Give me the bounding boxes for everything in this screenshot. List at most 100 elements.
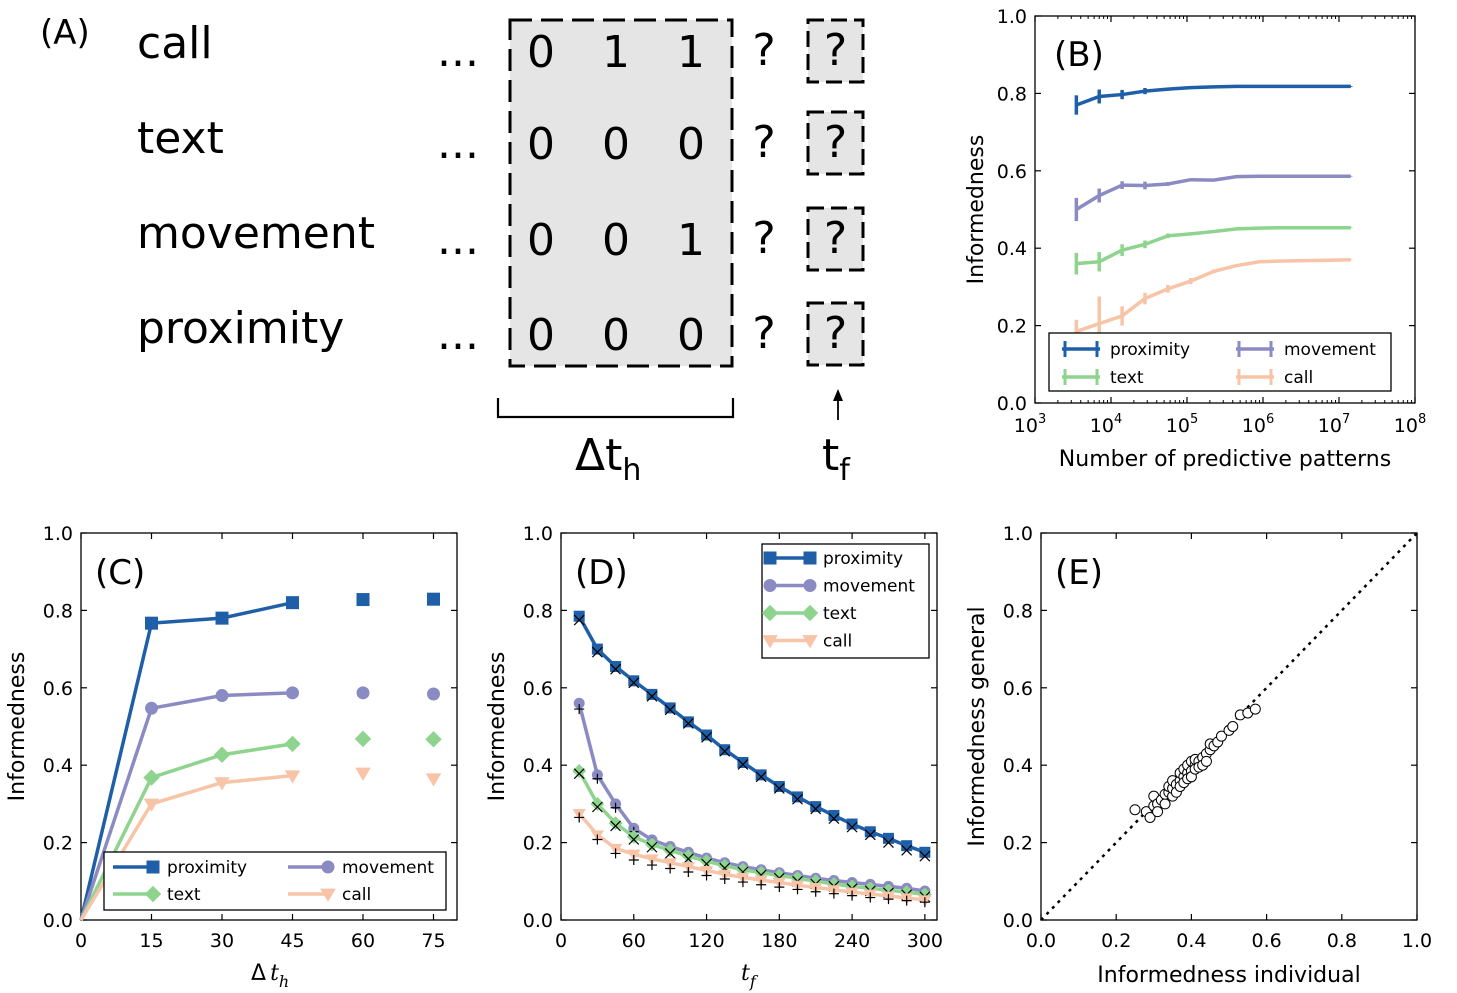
future-cell-question: ? (824, 117, 847, 168)
panel-d-xtick-label: 240 (834, 930, 870, 952)
panel-b-xtick-label: 105 (1166, 412, 1198, 437)
future-cell-question: ? (824, 213, 847, 264)
panel-d-overlay-proximity (701, 731, 712, 743)
panel-a-label: (A) (40, 13, 90, 53)
future-time-sub: f (839, 453, 851, 488)
panel-d-overlay-text (610, 820, 622, 832)
panel-d-overlay-proximity (737, 759, 749, 770)
panel-b-ytick-label: 0.4 (997, 238, 1027, 260)
panel-d-overlay-proximity (773, 782, 785, 794)
panel-d-xtick-label: 180 (761, 930, 797, 952)
panel-d-overlay-text (628, 834, 640, 845)
panel-c-point-text (143, 769, 160, 786)
panel-c-point-proximity (286, 596, 299, 610)
history-window-label: Δth (575, 430, 641, 488)
panel-c-ytick-label: 0.4 (43, 755, 73, 777)
panel-e-xtick-label: 0.2 (1101, 930, 1131, 952)
panel-d-overlay-proximity (591, 646, 603, 658)
panel-d-overlay-proximity (719, 745, 731, 757)
panel-d-overlay-proximity (682, 717, 694, 729)
panel-c-legend-marker-call (320, 888, 336, 902)
panel-d-point-proximity (610, 661, 622, 673)
panel-d-legend-label-proximity: proximity (823, 549, 903, 569)
panel-e-chart: 0.0 0.2 0.4 0.6 0.8 1.0 0.0 0.2 0.4 0.6 0.8 1.0 Info… (965, 523, 1432, 988)
panel-e-frame (1040, 532, 1418, 921)
future-cell-box (806, 206, 865, 272)
future-cell-box (806, 110, 865, 176)
panel-d-point-proximity (573, 610, 585, 622)
panel-e-ytick-label: 0.0 (1003, 910, 1033, 932)
panel-d-overlay-proximity (828, 813, 840, 825)
panel-d-overlay-movement (592, 773, 603, 784)
panel-c-legend (103, 851, 447, 911)
panel-d-xtick-label: 0 (555, 930, 567, 952)
panel-e-ytick-label: 0.6 (1003, 678, 1033, 700)
panel-d-point-proximity (755, 769, 767, 781)
panel-d-point-call (645, 854, 659, 866)
panel-e-point (1129, 804, 1141, 816)
panel-c-point-call (214, 777, 230, 791)
panel-d-xtick-label: 120 (688, 930, 724, 952)
panel-c-point-proximity (145, 616, 158, 630)
panel-d-overlay-proximity (646, 690, 658, 702)
panel-b-ytick-label: 1.0 (997, 6, 1027, 28)
panel-d-overlay-proximity (610, 663, 622, 675)
panel-e-label: (E) (1055, 553, 1103, 593)
panel-d-point-proximity (901, 840, 913, 852)
row-name-proximity: proximity (137, 303, 344, 354)
panel-d-point-proximity (664, 702, 676, 714)
future-arrow-head (833, 389, 843, 401)
row-question-mark: ? (752, 213, 775, 264)
panel-c-legend-label-call: call (342, 885, 371, 905)
panel-c-xtick-label: 45 (280, 930, 304, 952)
panel-d-overlay-call (701, 870, 712, 881)
panel-b-legend-label-proximity: proximity (1110, 340, 1190, 360)
panel-d-ytick-label: 0.4 (523, 755, 553, 777)
row-name-call: call (137, 18, 213, 69)
future-cell-question: ? (824, 308, 847, 359)
panel-c-legend-label-proximity: proximity (167, 858, 247, 878)
panel-c-legend-marker-movement (321, 860, 335, 874)
panel-c-point-text (354, 730, 372, 748)
panel-d-overlay-call (610, 848, 621, 859)
panel-d-overlay-text (591, 801, 603, 813)
panel-b-legend-label-text: text (1110, 368, 1144, 388)
matrix-cell: 1 (677, 215, 705, 266)
panel-c-ylabel: Informedness (5, 652, 30, 802)
panel-d-point-proximity (737, 756, 749, 768)
panel-e-point (1200, 755, 1212, 767)
panel-c-xtick-label: 0 (75, 930, 87, 952)
panel-d-legend-label-text: text (823, 604, 857, 624)
panel-c-point-movement (427, 687, 440, 701)
panel-d-overlay-call (828, 888, 839, 899)
panel-c-series-text (79, 742, 293, 921)
panel-b-ylabel: Informedness (964, 135, 989, 285)
panel-e-point (1227, 721, 1239, 732)
panel-c-point-proximity (427, 592, 440, 606)
panel-d-overlay-proximity (883, 837, 894, 849)
panel-b-xtick-label: 103 (1014, 412, 1046, 437)
panel-b-series-proximity (1075, 84, 1351, 107)
panel-e-xtick-label: 0.8 (1327, 930, 1357, 952)
panel-d-overlay-call (628, 855, 639, 866)
panel-d-label: (D) (575, 553, 628, 593)
panel-c-point-call (355, 767, 371, 781)
panel-d-point-proximity (864, 826, 876, 838)
panel-c-legend-marker-text (144, 885, 162, 903)
panel-d-chart: 0.0 0.2 0.4 0.6 0.8 1.0 0 60 120 180 240 300 tf Infor… (485, 523, 943, 991)
panel-b-legend (1048, 332, 1392, 392)
panel-d-overlay-call (719, 873, 730, 884)
future-time-label: tf (822, 430, 851, 488)
panel-c-point-call (425, 773, 442, 787)
panel-d-overlay-call (683, 867, 694, 878)
panel-d-overlay-proximity (664, 704, 676, 716)
panel-e-ytick-label: 1.0 (1003, 523, 1033, 545)
panel-d-overlay-call (774, 882, 785, 893)
panel-b-xtick-label: 108 (1394, 412, 1426, 437)
panel-c-point-proximity (356, 593, 370, 607)
panel-d-overlay-proximity (792, 793, 803, 805)
panel-b-xlabel: Number of predictive patterns (1059, 447, 1391, 472)
panel-d-ytick-label: 0.2 (523, 833, 553, 855)
panel-d-point-proximity (919, 846, 931, 858)
panel-b-xtick-exponent: 8 (1418, 412, 1426, 427)
